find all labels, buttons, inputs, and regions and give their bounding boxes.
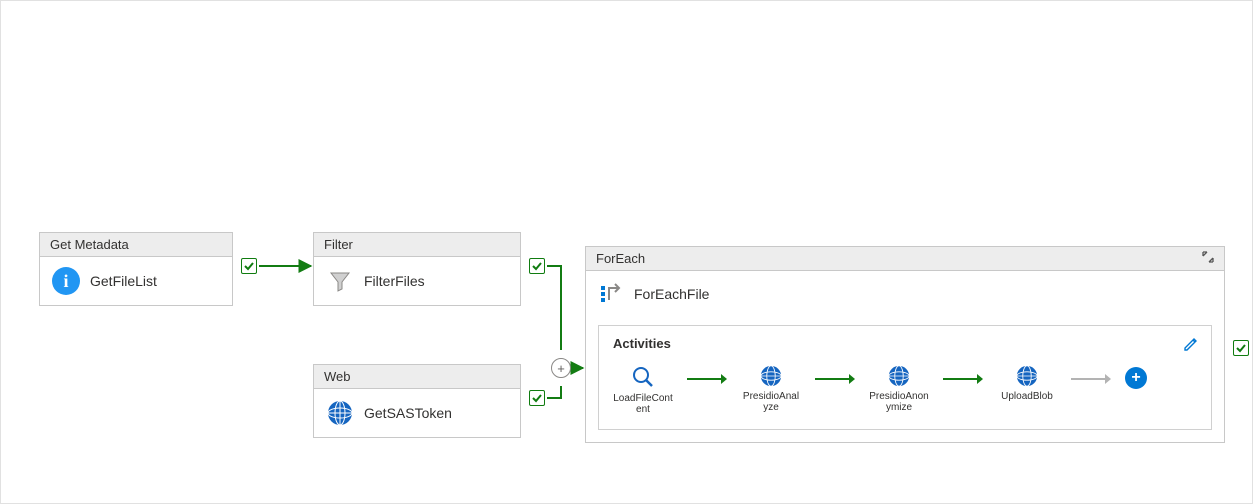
canvas-top-border	[1, 0, 1252, 1]
activities-panel: Activities LoadFileContent	[598, 325, 1212, 430]
node-type-label: ForEach	[596, 251, 645, 266]
funnel-icon	[326, 267, 354, 295]
node-name-label: ForEachFile	[634, 286, 709, 302]
activity-presidioanonymize[interactable]: PresidioAnonymize	[869, 365, 929, 413]
info-icon: i	[52, 267, 80, 295]
activity-label: UploadBlob	[1001, 391, 1053, 402]
foreach-icon	[598, 281, 624, 307]
globe-icon	[888, 365, 910, 387]
arrow-green-icon	[687, 373, 727, 385]
collapse-icon[interactable]	[1202, 251, 1214, 266]
activity-row: LoadFileContent PresidioAnalyze	[613, 365, 1197, 415]
success-status-icon	[529, 258, 545, 274]
node-name-label: GetSASToken	[364, 405, 452, 421]
globe-icon	[1016, 365, 1038, 387]
search-icon	[631, 365, 655, 389]
activity-presidioanalyze[interactable]: PresidioAnalyze	[741, 365, 801, 413]
node-header: Web	[314, 365, 520, 389]
node-web[interactable]: Web GetSASToken	[313, 364, 521, 438]
success-status-icon	[1233, 340, 1249, 356]
pipeline-canvas[interactable]: Get Metadata i GetFileList Filter Filter…	[0, 0, 1253, 504]
edit-activities-icon[interactable]	[1183, 336, 1199, 355]
activity-loadfilecontent[interactable]: LoadFileContent	[613, 365, 673, 415]
node-filter[interactable]: Filter FilterFiles	[313, 232, 521, 306]
activity-label: LoadFileContent	[613, 393, 673, 415]
merge-junction[interactable]: +	[551, 358, 571, 378]
node-name-label: GetFileList	[90, 273, 157, 289]
node-type-label: Get Metadata	[50, 237, 129, 252]
arrow-green-icon	[815, 373, 855, 385]
activity-uploadblob[interactable]: UploadBlob	[997, 365, 1057, 402]
activity-label: PresidioAnonymize	[869, 391, 929, 413]
success-status-icon	[241, 258, 257, 274]
node-type-label: Web	[324, 369, 351, 384]
node-get-metadata[interactable]: Get Metadata i GetFileList	[39, 232, 233, 306]
globe-icon	[760, 365, 782, 387]
success-status-icon	[529, 390, 545, 406]
activities-title: Activities	[613, 336, 1197, 351]
globe-icon	[326, 399, 354, 427]
activity-label: PresidioAnalyze	[741, 391, 801, 413]
node-foreach[interactable]: ForEach ForEachFile Activi	[585, 246, 1225, 443]
arrow-gray-icon	[1071, 373, 1111, 385]
plus-icon: +	[557, 361, 565, 376]
node-type-label: Filter	[324, 237, 353, 252]
add-activity-button[interactable]: +	[1125, 367, 1147, 389]
node-header: Get Metadata	[40, 233, 232, 257]
node-name-label: FilterFiles	[364, 273, 425, 289]
arrow-green-icon	[943, 373, 983, 385]
node-header: Filter	[314, 233, 520, 257]
node-header: ForEach	[586, 247, 1224, 271]
